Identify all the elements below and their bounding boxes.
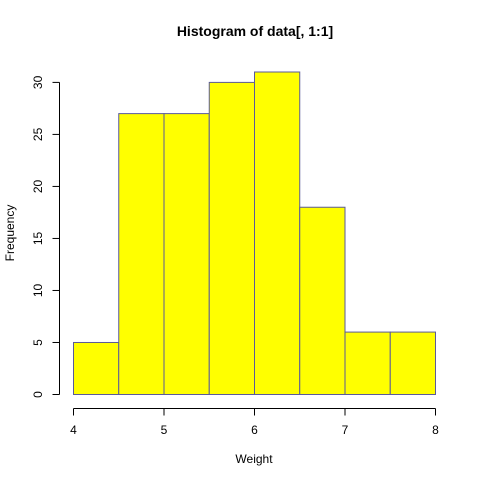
y-tick-label-6: 25 xyxy=(31,127,45,141)
x-axis-label: Weight xyxy=(235,452,273,466)
x-tick-label-1: 4 xyxy=(70,423,77,437)
y-axis: 0 5 10 15 20 25 30 xyxy=(31,75,60,398)
histogram-bar-2 xyxy=(118,113,165,395)
x-tick-label-4: 7 xyxy=(342,423,349,437)
histogram-bar-6 xyxy=(299,206,346,395)
histogram-bar-4 xyxy=(208,81,255,395)
histogram-bar-8 xyxy=(389,331,436,396)
histogram-bar-3 xyxy=(163,113,210,395)
x-tick-label-5: 8 xyxy=(432,423,439,437)
x-axis: 4 5 6 7 8 xyxy=(70,408,439,437)
x-tick-label-3: 6 xyxy=(251,423,258,437)
histogram-bar-7 xyxy=(344,331,391,396)
histogram-bar-1 xyxy=(73,341,120,395)
y-tick-label-1: 0 xyxy=(31,391,45,398)
y-tick-label-7: 30 xyxy=(31,75,45,89)
y-tick-label-4: 15 xyxy=(31,231,45,245)
x-tick-label-2: 5 xyxy=(161,423,168,437)
y-tick-label-2: 5 xyxy=(31,339,45,346)
y-tick-label-5: 20 xyxy=(31,179,45,193)
histogram-bar-5 xyxy=(254,71,301,395)
chart-title: Histogram of data[, 1:1] xyxy=(177,23,333,39)
y-tick-label-3: 10 xyxy=(31,283,45,297)
bars-group xyxy=(73,71,436,396)
y-axis-label: Frequency xyxy=(3,205,17,262)
